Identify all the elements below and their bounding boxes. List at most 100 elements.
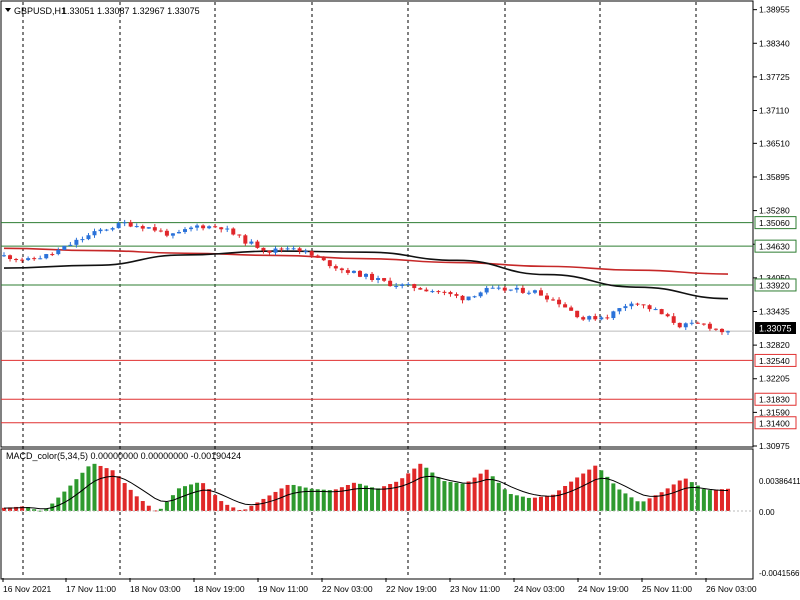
- macd-bar: [490, 476, 495, 511]
- macd-bar: [231, 507, 236, 511]
- macd-bar: [605, 476, 610, 511]
- candle-body: [291, 248, 296, 250]
- candle-body: [635, 303, 640, 305]
- macd-bar: [243, 509, 248, 511]
- candle-body: [351, 270, 356, 273]
- candle-body: [394, 285, 399, 287]
- macd-bar: [38, 510, 43, 512]
- candle-body: [357, 270, 362, 277]
- candle-body: [327, 260, 332, 267]
- triangle-down-icon[interactable]: [5, 8, 11, 12]
- macd-bar: [508, 494, 513, 511]
- macd-bar: [104, 468, 109, 511]
- time-tick-label: 22 Nov 03:00: [322, 584, 373, 594]
- price-tick-label: 1.38340: [759, 38, 790, 48]
- candle-body: [641, 304, 646, 306]
- candle-body: [448, 292, 453, 295]
- macd-bar: [364, 485, 368, 511]
- candle-body: [538, 290, 543, 296]
- macd-panel-frame: [0, 448, 754, 580]
- macd-bar: [2, 507, 6, 511]
- macd-bar: [563, 485, 568, 511]
- candle-body: [611, 311, 616, 319]
- macd-bar: [261, 498, 266, 511]
- candle-body: [599, 317, 604, 320]
- candle-body: [237, 234, 242, 236]
- macd-bar: [581, 473, 586, 511]
- macd-bar: [321, 489, 326, 511]
- candle-body: [484, 287, 489, 293]
- macd-bar: [116, 476, 121, 511]
- candle-body: [176, 231, 181, 234]
- macd-bar: [176, 488, 181, 511]
- macd-bar: [357, 483, 362, 511]
- candle-body: [526, 292, 531, 294]
- macd-bar: [629, 497, 634, 511]
- candle-body: [695, 322, 700, 324]
- macd-bar: [454, 482, 459, 511]
- price-level-label: 1.35060: [759, 218, 790, 228]
- candle-body: [430, 291, 435, 293]
- macd-bar: [388, 484, 393, 511]
- macd-bar: [86, 466, 91, 511]
- price-tick-label: 1.33435: [759, 306, 790, 316]
- price-level-label: 1.31400: [759, 418, 790, 428]
- price-tick-label: 1.31590: [759, 407, 790, 417]
- macd-bar: [140, 501, 145, 511]
- macd-bar: [351, 482, 356, 511]
- macd-bar: [575, 477, 580, 511]
- candle-body: [80, 239, 85, 241]
- macd-bar: [406, 473, 411, 511]
- macd-bar: [677, 480, 682, 511]
- candle-body: [424, 289, 429, 292]
- price-tick-label: 1.35895: [759, 172, 790, 182]
- candle-body: [400, 284, 405, 286]
- candle-body: [587, 316, 592, 320]
- candle-body: [545, 295, 549, 300]
- macd-bar: [183, 486, 187, 511]
- macd-tick-zero: 0.00: [759, 508, 775, 517]
- level-labels: 1.35060 1.34630 1.33920 1.32540 1.31830 1.314…: [754, 216, 797, 430]
- candle-body: [116, 223, 121, 229]
- candle-body: [68, 244, 73, 246]
- macd-bar: [309, 488, 314, 511]
- candle-body: [56, 249, 61, 255]
- candle-body: [261, 247, 266, 251]
- candle-body: [249, 241, 254, 244]
- candle-body: [575, 310, 580, 318]
- candle-body: [382, 278, 387, 281]
- candle-body: [514, 287, 519, 290]
- candle-body: [315, 255, 320, 258]
- price-axis: 1.38955 1.38340 1.37725 1.37110 1.36510 1.358…: [753, 5, 790, 451]
- time-tick-label: 23 Nov 11:00: [450, 584, 500, 594]
- candle-body: [466, 296, 471, 301]
- macd-bar: [430, 472, 435, 511]
- chart-header: GBPUSD,H1 1.33051 1.33087 1.32967 1.3307…: [5, 6, 200, 16]
- macd-bar: [68, 485, 73, 511]
- candle-body: [508, 289, 513, 291]
- macd-bar: [219, 501, 224, 511]
- macd-bar: [593, 465, 598, 511]
- candle-body: [195, 225, 200, 228]
- macd-bar: [514, 495, 519, 511]
- macd-bar: [551, 494, 556, 511]
- macd-bar: [418, 463, 423, 511]
- candle-body: [8, 255, 13, 260]
- macd-bar: [315, 489, 320, 511]
- macd-bar: [394, 481, 399, 511]
- candle-body: [412, 284, 417, 289]
- candle-body: [92, 231, 97, 236]
- candle-body: [418, 288, 423, 290]
- macd-bar: [557, 490, 562, 511]
- candle-body: [653, 309, 658, 311]
- candle-body: [454, 294, 459, 296]
- time-axis: 16 Nov 2021 17 Nov 11:00 18 Nov 03:00 18 No…: [2, 578, 757, 594]
- candle-body: [273, 248, 278, 253]
- candle-body: [593, 316, 598, 320]
- candle-body: [128, 222, 133, 227]
- macd-bar: [496, 482, 501, 511]
- moving-average-line: [3, 250, 729, 300]
- macd-bar: [701, 489, 706, 511]
